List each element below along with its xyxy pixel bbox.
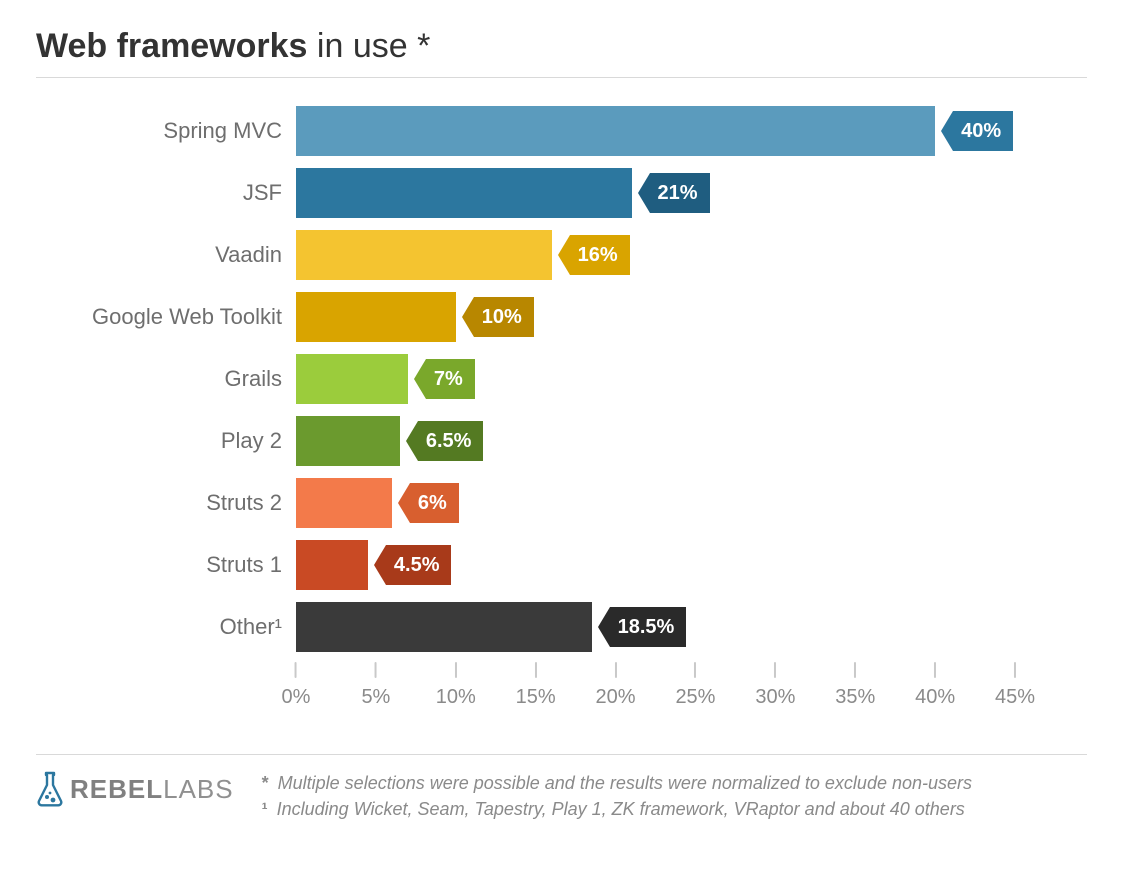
tick-mark (375, 662, 377, 678)
bar (296, 230, 552, 280)
bar (296, 602, 592, 652)
chart-title: Web frameworks in use * (36, 28, 1087, 65)
bar (296, 354, 408, 404)
value-flag: 6% (410, 483, 459, 523)
bar-track: 4.5% (296, 540, 1047, 590)
tick-mark (295, 662, 297, 678)
value-flag: 7% (426, 359, 475, 399)
bar-track: 10% (296, 292, 1047, 342)
x-tick: 45% (995, 662, 1035, 709)
footnotes: * Multiple selections were possible and … (262, 771, 1087, 821)
tick-mark (1014, 662, 1016, 678)
tick-mark (934, 662, 936, 678)
footer: REBELLABS * Multiple selections were pos… (36, 754, 1087, 821)
bar-row: Other¹18.5% (296, 596, 1047, 658)
category-label: Struts 2 (46, 490, 296, 516)
bar-track: 7% (296, 354, 1047, 404)
x-tick: 35% (835, 662, 875, 709)
bar-track: 21% (296, 168, 1047, 218)
tick-label: 10% (436, 686, 476, 709)
tick-label: 40% (915, 686, 955, 709)
x-tick: 0% (282, 662, 311, 709)
tick-mark (854, 662, 856, 678)
tick-label: 45% (995, 686, 1035, 709)
bar (296, 106, 935, 156)
value-flag: 18.5% (610, 607, 687, 647)
category-label: Vaadin (46, 242, 296, 268)
logo-text: REBELLABS (70, 774, 234, 805)
tick-mark (615, 662, 617, 678)
bar (296, 478, 392, 528)
bar-row: Struts 14.5% (296, 534, 1047, 596)
x-tick: 15% (516, 662, 556, 709)
bar (296, 416, 400, 466)
bar-row: Grails7% (296, 348, 1047, 410)
footnote-1: * Multiple selections were possible and … (262, 771, 1087, 796)
value-flag: 21% (650, 173, 710, 213)
tick-label: 0% (282, 686, 311, 709)
logo-light: LABS (163, 774, 234, 804)
bar-row: JSF21% (296, 162, 1047, 224)
tick-mark (535, 662, 537, 678)
x-tick: 20% (596, 662, 636, 709)
bar-row: Struts 26% (296, 472, 1047, 534)
footnote-1-text: Multiple selections were possible and th… (278, 773, 972, 793)
x-tick: 40% (915, 662, 955, 709)
bar-track: 18.5% (296, 602, 1047, 652)
category-label: Other¹ (46, 614, 296, 640)
footnote-2-marker: ¹ (262, 799, 268, 819)
bar-track: 40% (296, 106, 1047, 156)
flask-icon (36, 771, 64, 807)
footnote-2: ¹ Including Wicket, Seam, Tapestry, Play… (262, 797, 1087, 822)
bar (296, 168, 632, 218)
bar-track: 16% (296, 230, 1047, 280)
tick-label: 35% (835, 686, 875, 709)
tick-label: 20% (596, 686, 636, 709)
footnote-2-text: Including Wicket, Seam, Tapestry, Play 1… (277, 799, 965, 819)
tick-label: 15% (516, 686, 556, 709)
bar-chart: Spring MVC40%JSF21%Vaadin16%Google Web T… (36, 100, 1087, 726)
category-label: Struts 1 (46, 552, 296, 578)
category-label: JSF (46, 180, 296, 206)
tick-mark (774, 662, 776, 678)
category-label: Play 2 (46, 428, 296, 454)
bar (296, 540, 368, 590)
bar-row: Vaadin16% (296, 224, 1047, 286)
tick-label: 30% (755, 686, 795, 709)
value-flag: 4.5% (386, 545, 452, 585)
tick-label: 5% (361, 686, 390, 709)
bar-row: Spring MVC40% (296, 100, 1047, 162)
bar-track: 6% (296, 478, 1047, 528)
value-flag: 40% (953, 111, 1013, 151)
x-tick: 30% (755, 662, 795, 709)
tick-mark (455, 662, 457, 678)
title-light: in use * (307, 27, 430, 65)
bar-row: Google Web Toolkit10% (296, 286, 1047, 348)
x-tick: 5% (361, 662, 390, 709)
value-flag: 10% (474, 297, 534, 337)
x-tick: 25% (675, 662, 715, 709)
plot-area: Spring MVC40%JSF21%Vaadin16%Google Web T… (296, 100, 1047, 658)
logo-heavy: REBEL (70, 774, 163, 804)
title-row: Web frameworks in use * (36, 28, 1087, 78)
category-label: Google Web Toolkit (46, 304, 296, 330)
tick-mark (694, 662, 696, 678)
brand-logo: REBELLABS (36, 771, 234, 807)
value-flag: 6.5% (418, 421, 484, 461)
title-bold: Web frameworks (36, 27, 307, 65)
bar-track: 6.5% (296, 416, 1047, 466)
x-axis: 0%5%10%15%20%25%30%35%40%45% (296, 662, 1047, 726)
footnote-1-marker: * (262, 773, 269, 793)
bar (296, 292, 456, 342)
bar-row: Play 26.5% (296, 410, 1047, 472)
tick-label: 25% (675, 686, 715, 709)
x-tick: 10% (436, 662, 476, 709)
category-label: Grails (46, 366, 296, 392)
value-flag: 16% (570, 235, 630, 275)
category-label: Spring MVC (46, 118, 296, 144)
